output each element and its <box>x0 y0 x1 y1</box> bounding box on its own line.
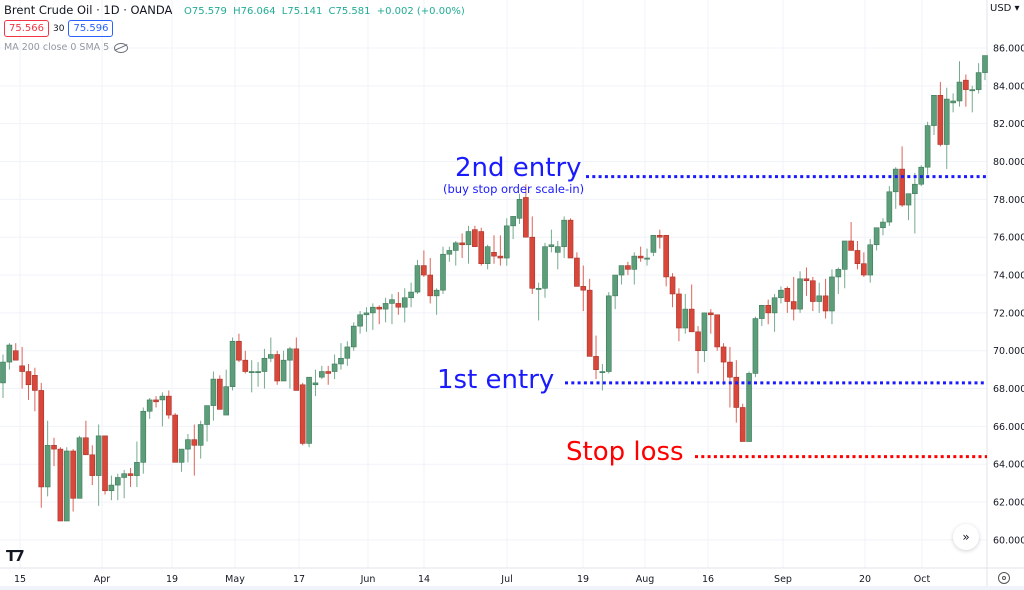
time-tick: 17 <box>293 574 305 585</box>
symbol-title[interactable]: Brent Crude Oil · 1D · OANDA <box>4 3 173 17</box>
stop-loss-label: Stop loss <box>566 437 684 467</box>
indicator-legend[interactable]: MA 200 close 0 SMA 5 <box>4 42 129 53</box>
open-value: O75.579 <box>184 6 227 17</box>
tradingview-logo[interactable]: T7 <box>6 547 25 565</box>
sell-button[interactable]: 75.566 <box>4 20 49 37</box>
currency-selector[interactable]: USD ▾ <box>990 3 1020 14</box>
time-tick: 15 <box>14 574 26 585</box>
price-tick: 84.000 <box>993 81 1024 92</box>
time-tick: 20 <box>859 574 871 585</box>
currency-label: USD <box>990 3 1012 14</box>
high-value: H76.064 <box>233 6 276 17</box>
time-tick: Sep <box>774 574 792 585</box>
price-tick: 72.000 <box>993 308 1024 319</box>
time-tick: Jun <box>360 574 376 585</box>
close-value: C75.581 <box>328 6 371 17</box>
time-tick: 16 <box>702 574 714 585</box>
time-tick: 19 <box>577 574 589 585</box>
price-tick: 64.000 <box>993 460 1024 471</box>
trade-buttons: 75.566 30 75.596 <box>4 20 114 37</box>
price-tick: 80.000 <box>993 157 1024 168</box>
time-tick: Oct <box>914 574 931 585</box>
price-tick: 76.000 <box>993 233 1024 244</box>
scroll-to-realtime-button[interactable]: » <box>953 524 979 550</box>
spread-value: 30 <box>53 23 65 34</box>
indicator-label: MA 200 close 0 SMA 5 <box>4 42 110 53</box>
price-tick: 62.000 <box>993 498 1024 509</box>
price-tick: 86.000 <box>993 44 1024 55</box>
time-tick: May <box>225 574 245 585</box>
time-tick: 14 <box>418 574 430 585</box>
symbol-legend: Brent Crude Oil · 1D · OANDA O75.579 H76… <box>4 3 468 17</box>
buy-button[interactable]: 75.596 <box>68 20 114 37</box>
time-tick: 19 <box>166 574 178 585</box>
settings-gear-icon[interactable] <box>998 572 1010 584</box>
hidden-eye-icon[interactable] <box>114 42 129 53</box>
candles <box>0 55 988 522</box>
time-tick: Jul <box>500 574 512 585</box>
time-tick: Apr <box>94 574 111 585</box>
price-tick: 82.000 <box>993 119 1024 130</box>
price-tick: 70.000 <box>993 346 1024 357</box>
price-tick: 66.000 <box>993 422 1024 433</box>
price-tick: 68.000 <box>993 384 1024 395</box>
price-tick: 60.000 <box>993 535 1024 546</box>
second-entry-label: 2nd entry <box>455 153 582 183</box>
low-value: L75.141 <box>281 6 323 17</box>
second-entry-note: (buy stop order scale-in) <box>443 182 585 196</box>
change-value: +0.002 (+0.00%) <box>376 6 465 17</box>
price-tick: 78.000 <box>993 195 1024 206</box>
ohlc-values: O75.579 H76.064 L75.141 C75.581 +0.002 (… <box>184 6 468 17</box>
price-tick: 74.000 <box>993 271 1024 282</box>
first-entry-label: 1st entry <box>437 365 555 395</box>
time-tick: Aug <box>636 574 655 585</box>
